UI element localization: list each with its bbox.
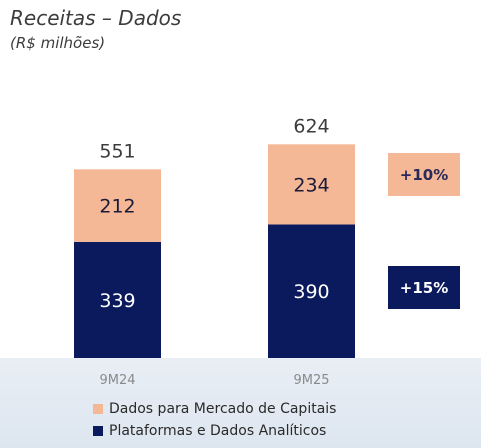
legend: Dados para Mercado de Capitais Plataform… [93, 398, 336, 442]
chart-subtitle: (R$ milhões) [10, 34, 106, 52]
legend-item-plataformas: Plataformas e Dados Analíticos [93, 420, 336, 442]
footer-band [0, 358, 481, 448]
legend-swatch [93, 426, 103, 436]
data-label: 212 [99, 196, 135, 218]
legend-item-capitais: Dados para Mercado de Capitais [93, 398, 336, 420]
data-label: 339 [99, 290, 135, 312]
legend-swatch [93, 404, 103, 414]
growth-badge-plataformas: +15% [388, 266, 460, 309]
total-label: 551 [99, 140, 135, 162]
total-label: 624 [293, 115, 329, 137]
legend-label: Dados para Mercado de Capitais [109, 401, 337, 417]
chart-title: Receitas – Dados [10, 6, 182, 30]
legend-label: Plataformas e Dados Analíticos [109, 423, 327, 439]
bar-segment-9m24-series-1 [74, 169, 161, 242]
data-label: 390 [293, 281, 329, 303]
stacked-bar-chart: 339 212 551 9M24 390 234 624 9M25 [74, 115, 355, 388]
category-label: 9M25 [293, 373, 329, 388]
growth-badge-capitais: +10% [388, 153, 460, 196]
bar-segment-9m25-series-1 [268, 144, 355, 225]
category-label: 9M24 [99, 373, 135, 388]
bar-segment-9m24-series-0 [74, 241, 161, 358]
data-label: 234 [293, 174, 329, 196]
bar-segment-9m25-series-0 [268, 224, 355, 358]
